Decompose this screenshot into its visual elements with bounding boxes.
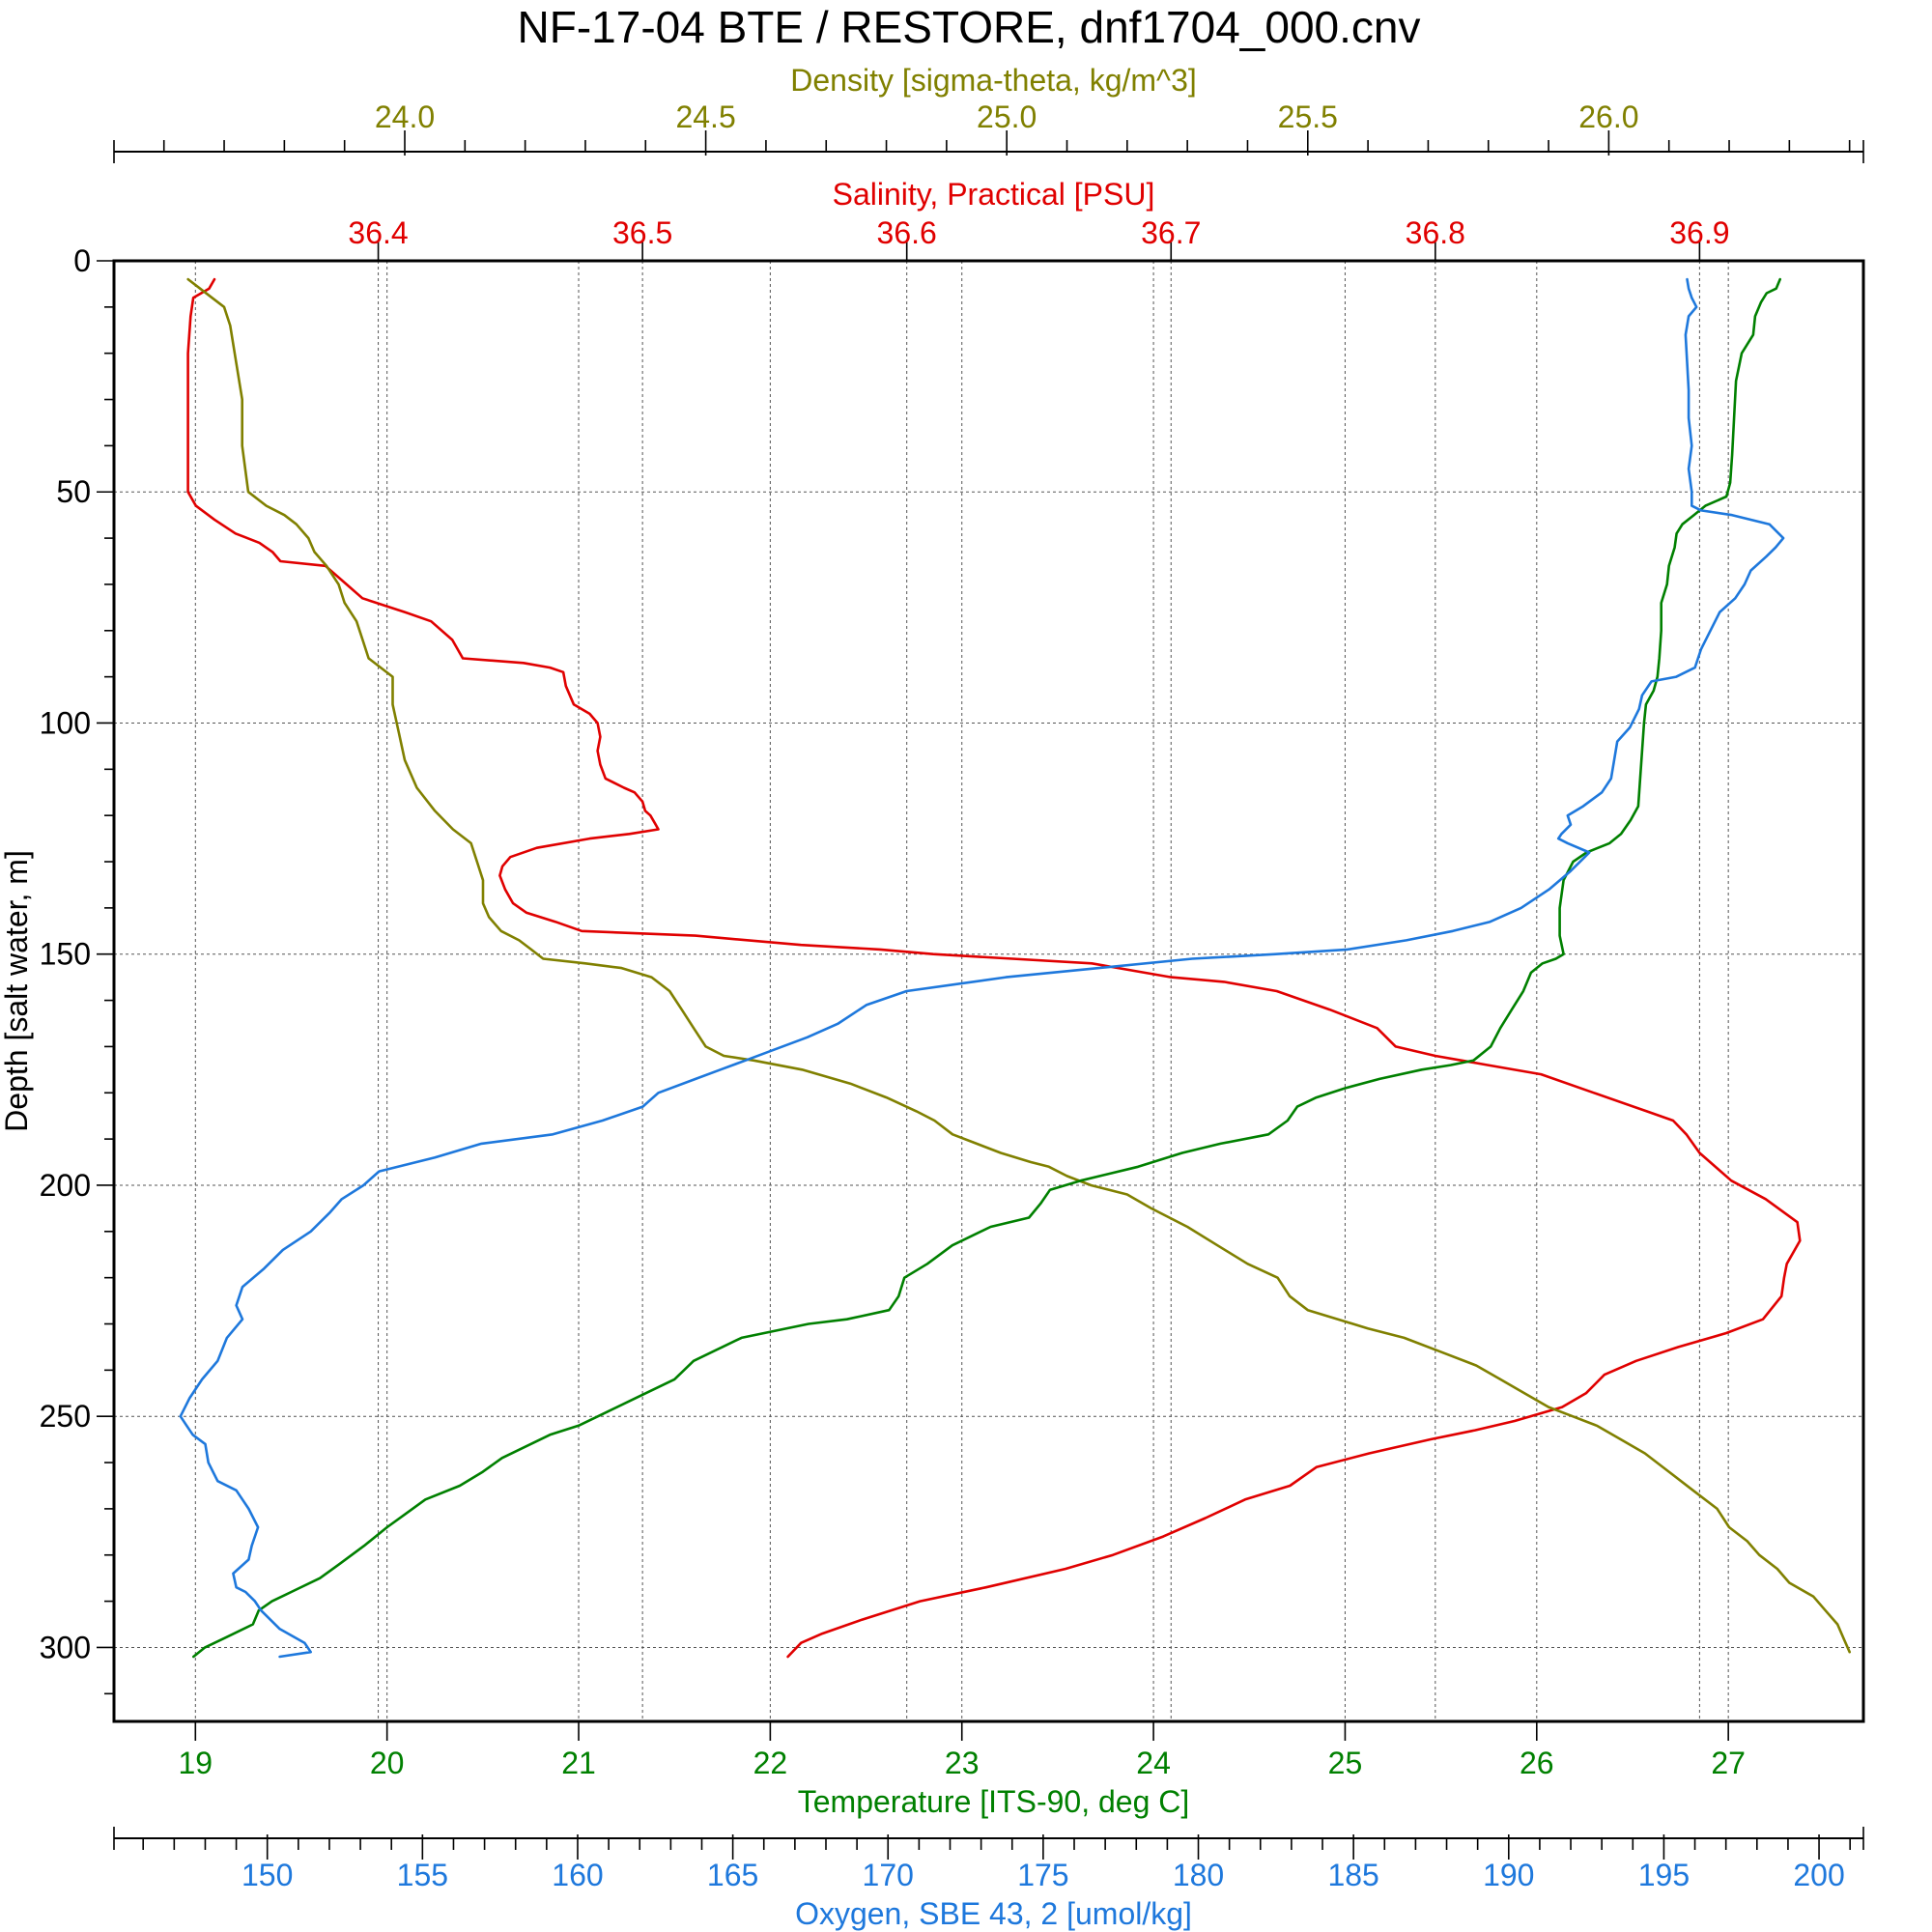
chart-title: NF-17-04 BTE / RESTORE, dnf1704_000.cnv: [518, 2, 1421, 52]
series-layer: [179, 277, 1851, 1659]
depth-tick-label: 300: [40, 1630, 91, 1664]
salinity-tick-label: 36.7: [1141, 215, 1201, 250]
temperature-tick-label: 23: [945, 1746, 980, 1780]
oxygen-axis: 150 155 160 165 170 175 180 185 190 195 200 Oxygen,…: [113, 1827, 1864, 1931]
salinity-tick-label: 36.9: [1669, 215, 1729, 250]
oxygen-tick-label: 185: [1327, 1858, 1378, 1892]
salinity-profile-line: [186, 277, 1802, 1659]
temperature-tick-label: 27: [1711, 1746, 1746, 1780]
oxygen-tick-label: 195: [1638, 1858, 1690, 1892]
density-tick-label: 24.5: [675, 99, 735, 134]
density-tick-label: 25.5: [1278, 99, 1338, 134]
salinity-tick-label: 36.8: [1406, 215, 1465, 250]
density-tick-label: 26.0: [1578, 99, 1638, 134]
temperature-axis: 19 20 21 22 23 24 25 26 27 Temperature [ITS-90, d…: [179, 1721, 1746, 1819]
temperature-tick-label: 20: [370, 1746, 405, 1780]
temperature-tick-label: 21: [561, 1746, 596, 1780]
temperature-axis-label: Temperature [ITS-90, deg C]: [798, 1784, 1190, 1819]
salinity-axis-label: Salinity, Practical [PSU]: [833, 177, 1155, 212]
oxygen-axis-label: Oxygen, SBE 43, 2 [umol/kg]: [795, 1896, 1192, 1931]
depth-tick-label: 250: [40, 1399, 91, 1434]
temperature-tick-label: 19: [179, 1746, 213, 1780]
depth-tick-label: 150: [40, 937, 91, 972]
oxygen-profile-line: [179, 277, 1785, 1659]
density-profile-line: [186, 277, 1851, 1654]
salinity-tick-label: 36.4: [348, 215, 408, 250]
density-axis-label: Density [sigma-theta, kg/m^3]: [790, 63, 1197, 98]
depth-tick-label: 200: [40, 1168, 91, 1203]
temperature-tick-label: 25: [1328, 1746, 1363, 1780]
density-tick-label: 25.0: [977, 99, 1037, 134]
oxygen-tick-label: 190: [1483, 1858, 1534, 1892]
salinity-axis: 36.4 36.5 36.6 36.7 36.8 36.9 Salinity, Practi…: [348, 177, 1730, 261]
x-axes: 24.0 24.5 25.0 25.5 26.0 Density [sigma-theta…: [113, 63, 1864, 1931]
depth-axis-label: Depth [salt water, m]: [0, 850, 34, 1132]
temperature-profile-line: [192, 277, 1781, 1659]
oxygen-tick-label: 200: [1793, 1858, 1844, 1892]
depth-axis: 0 50 100 150 200 250 300 Depth [salt water, m]: [0, 243, 114, 1695]
oxygen-tick-label: 175: [1017, 1858, 1068, 1892]
oxygen-tick-label: 155: [397, 1858, 448, 1892]
depth-tick-label: 0: [73, 243, 91, 278]
oxygen-tick-label: 150: [242, 1858, 293, 1892]
plot-frame: [112, 259, 1865, 1723]
temperature-tick-label: 24: [1136, 1746, 1171, 1780]
salinity-tick-label: 36.6: [877, 215, 937, 250]
oxygen-tick-label: 180: [1173, 1858, 1224, 1892]
oxygen-tick-label: 165: [707, 1858, 758, 1892]
salinity-tick-label: 36.5: [612, 215, 672, 250]
density-axis: 24.0 24.5 25.0 25.5 26.0 Density [sigma-theta…: [113, 63, 1864, 163]
grid-layer: [114, 261, 1863, 1721]
depth-tick-label: 50: [56, 474, 91, 509]
depth-tick-label: 100: [40, 705, 91, 740]
oxygen-tick-label: 160: [552, 1858, 603, 1892]
temperature-tick-label: 26: [1520, 1746, 1554, 1780]
temperature-tick-label: 22: [753, 1746, 788, 1780]
oxygen-tick-label: 170: [863, 1858, 914, 1892]
density-tick-label: 24.0: [375, 99, 435, 134]
